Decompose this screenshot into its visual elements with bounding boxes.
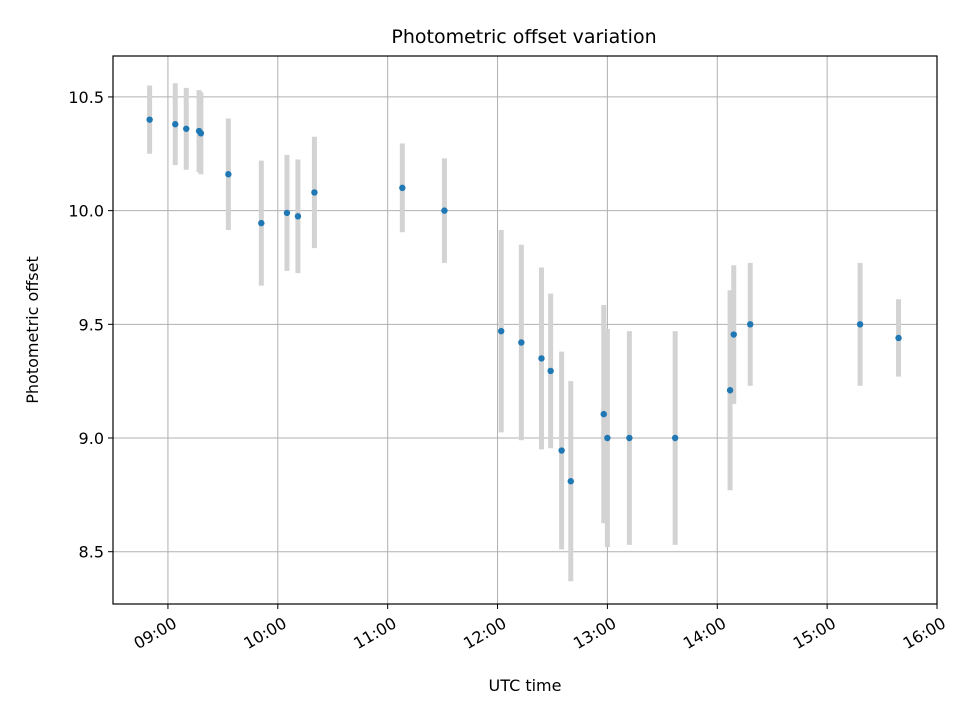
data-point — [604, 434, 611, 442]
chart-title: Photometric offset variation — [391, 26, 656, 48]
data-point — [626, 434, 633, 442]
data-point — [567, 478, 574, 485]
data-point — [671, 434, 679, 442]
data-point — [399, 184, 406, 192]
data-point — [895, 334, 902, 342]
y-tick-label: 9.0 — [79, 429, 104, 448]
data-point — [730, 331, 737, 338]
data-point — [856, 321, 864, 328]
data-point — [294, 213, 302, 220]
y-tick-label: 10.5 — [68, 88, 104, 107]
data-point — [518, 339, 525, 346]
y-axis-label: Photometric offset — [23, 256, 42, 404]
data-point — [197, 130, 205, 137]
x-axis-label: UTC time — [489, 676, 562, 695]
data-point — [538, 355, 545, 362]
data-point — [726, 387, 734, 394]
data-point — [441, 207, 448, 214]
y-tick-label: 8.5 — [79, 543, 104, 562]
data-point — [311, 189, 318, 196]
data-points — [146, 116, 902, 485]
data-point — [183, 125, 190, 132]
data-point — [225, 171, 232, 178]
y-tick-label: 10.0 — [68, 202, 104, 221]
data-point — [747, 321, 754, 328]
data-point — [172, 121, 179, 128]
y-axis: 8.5 9.0 9.5 10.0 10.5 — [68, 88, 113, 562]
data-point — [283, 209, 291, 217]
data-point — [258, 219, 265, 227]
data-point — [146, 116, 153, 123]
data-point — [497, 327, 505, 335]
data-point — [600, 410, 607, 418]
y-tick-label: 9.5 — [79, 315, 104, 334]
data-point — [558, 447, 565, 454]
plot-frame — [112, 55, 938, 605]
data-point — [547, 367, 554, 375]
